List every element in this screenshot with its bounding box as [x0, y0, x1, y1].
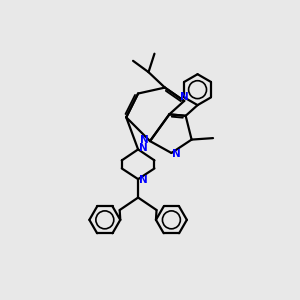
Text: N: N [180, 92, 189, 102]
Text: N: N [140, 136, 149, 146]
Text: N: N [172, 148, 181, 159]
Text: N: N [139, 175, 148, 185]
Text: N: N [139, 143, 148, 153]
